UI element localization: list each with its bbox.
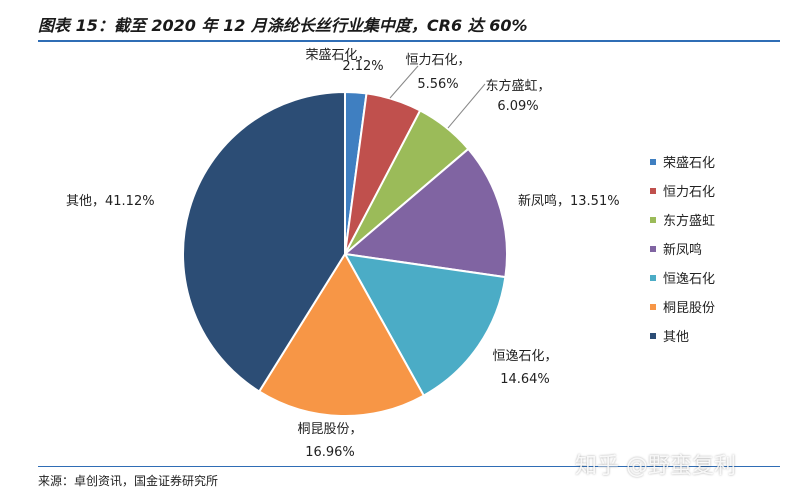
pie-slices [182, 90, 508, 417]
data-label-name-恒力石化: 恒力石化， [405, 53, 470, 68]
pie-slice-恒逸石化 [343, 252, 507, 397]
data-label-value-桐昆股份: 16.96% [305, 445, 355, 460]
legend-label-恒力石化: 恒力石化 [663, 185, 715, 200]
leader-lines [389, 65, 486, 129]
data-label-新凤鸣: 新凤鸣，13.51% [518, 193, 620, 209]
leader-line-恒力石化 [389, 65, 419, 99]
legend-label-东方盛虹: 东方盛虹 [663, 213, 715, 229]
legend-label-新凤鸣: 新凤鸣 [663, 242, 702, 258]
chart-title: 图表 15：截至 2020 年 12 月涤纶长丝行业集中度，CR6 达 60% [38, 16, 528, 35]
source-note: 来源：卓创资讯，国金证券研究所 [38, 474, 219, 488]
data-label-value-恒力石化: 5.56% [417, 77, 458, 92]
legend-label-桐昆股份: 桐昆股份 [663, 301, 715, 316]
data-label-name-恒逸石化: 恒逸石化， [492, 349, 557, 364]
legend-swatch-其他 [650, 333, 656, 339]
pie-slice-其他 [182, 90, 346, 393]
legend-label-恒逸石化: 恒逸石化 [663, 272, 715, 287]
watermark: 知乎 @野蛮复利 [575, 454, 736, 479]
title-rule [38, 40, 780, 42]
legend-swatch-恒力石化 [650, 188, 656, 194]
legend-label-其他: 其他 [663, 330, 689, 345]
legend-swatch-桐昆股份 [650, 304, 656, 310]
leader-line-东方盛虹 [447, 83, 486, 129]
data-label-value-恒逸石化: 14.64% [500, 372, 550, 387]
legend-swatch-恒逸石化 [650, 275, 656, 281]
legend-swatch-新凤鸣 [650, 246, 656, 252]
data-label-其他: 其他，41.12% [66, 194, 155, 209]
pie-slice-桐昆股份 [257, 252, 426, 417]
legend-swatch-荣盛石化 [650, 159, 656, 165]
pie-slice-新凤鸣 [342, 147, 508, 279]
footer-rule [38, 466, 780, 467]
data-labels: 荣盛石化，2.12% 恒力石化， 5.56% 东方盛虹， 6.09% 新凤鸣，13.51%… [66, 48, 620, 460]
data-label-value-荣盛石化: 2.12% [342, 59, 383, 74]
data-label-name-东方盛虹: 东方盛虹， [485, 78, 550, 94]
legend-swatch-东方盛虹 [650, 217, 656, 223]
data-label-name-荣盛石化: 荣盛石化， [305, 48, 370, 63]
legend-label-荣盛石化: 荣盛石化 [663, 156, 715, 171]
data-label-name-桐昆股份: 桐昆股份， [297, 422, 362, 437]
data-label-value-东方盛虹: 6.09% [497, 99, 538, 114]
